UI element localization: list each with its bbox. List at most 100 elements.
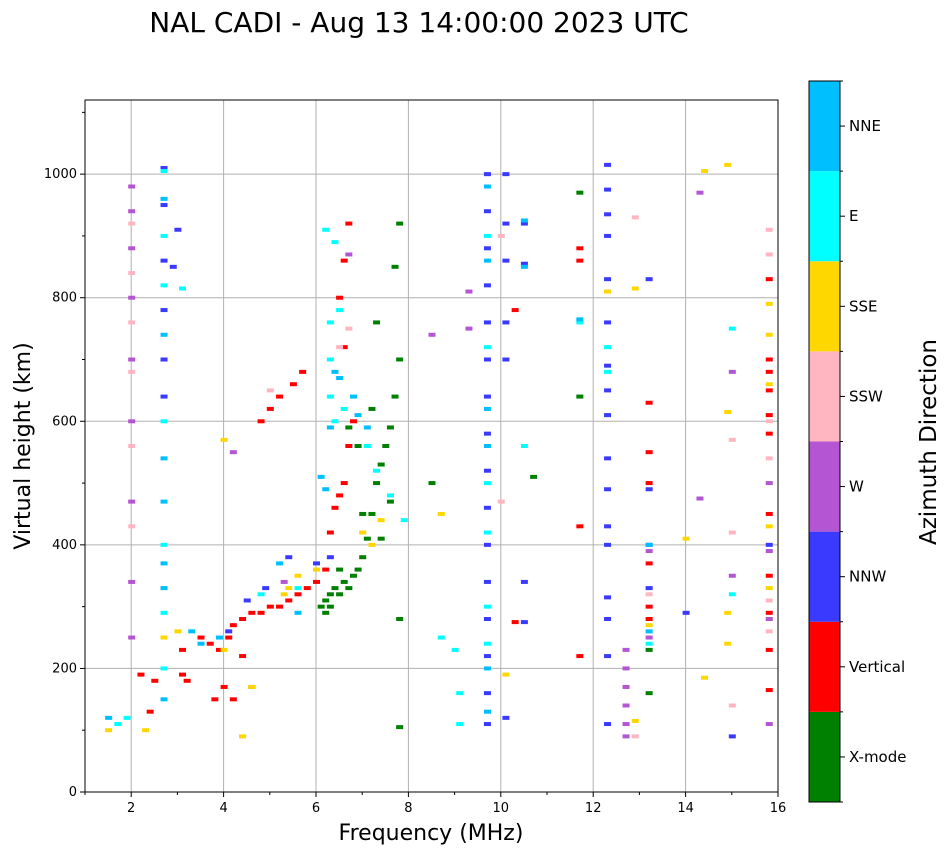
point-vertical (211, 697, 219, 702)
point-nnw (502, 715, 510, 720)
point-nne (483, 709, 491, 714)
point-nne (160, 586, 168, 591)
point-x-mode (391, 264, 399, 269)
point-e (483, 481, 491, 486)
point-w (465, 326, 473, 331)
y-tick-label: 400 (52, 538, 77, 553)
point-x-mode (331, 586, 339, 591)
point-nnw (225, 629, 233, 634)
point-nnw (520, 261, 528, 266)
point-e (160, 233, 168, 238)
x-tick-label: 16 (770, 801, 787, 816)
point-e (483, 530, 491, 535)
y-axis: 0 200 400 600 800 1000 (44, 111, 85, 800)
point-nne (483, 258, 491, 263)
point-w (728, 573, 736, 578)
point-sse (645, 623, 653, 628)
point-vertical (645, 617, 653, 621)
x-axis-label: Frequency (MHz) (339, 821, 524, 846)
point-w (428, 332, 436, 337)
point-e (331, 419, 339, 424)
point-e (456, 691, 464, 696)
point-e (331, 240, 339, 245)
chart-title: NAL CADI - Aug 13 14:00:00 2023 UTC (149, 6, 688, 39)
point-nne (326, 425, 334, 430)
point-vertical (197, 635, 205, 640)
point-nne (215, 635, 223, 640)
point-nnw (604, 233, 612, 238)
point-x-mode (373, 320, 381, 325)
point-vertical (765, 610, 773, 615)
plot-frame (84, 99, 779, 793)
point-vertical (206, 641, 214, 646)
point-e (483, 233, 491, 238)
y-tick-label: 1000 (44, 167, 77, 182)
point-ssw (128, 524, 136, 529)
x-axis: 2 4 6 8 10 12 14 16 (84, 792, 787, 816)
point-vertical (645, 400, 653, 405)
colorbar-swatch-w (809, 441, 840, 532)
point-nne (160, 561, 168, 566)
colorbar-swatch-ssw (809, 351, 840, 442)
point-x-mode (396, 357, 404, 362)
point-e (483, 641, 491, 646)
point-x-mode (349, 573, 357, 578)
point-vertical (336, 295, 344, 300)
point-w (765, 481, 773, 486)
point-nnw (765, 542, 773, 547)
point-vertical (313, 579, 320, 584)
point-ssw (128, 444, 136, 448)
point-x-mode (326, 604, 334, 609)
point-nne (483, 406, 491, 411)
x-tick-label: 10 (493, 801, 510, 816)
point-vertical (303, 586, 311, 591)
point-w (765, 722, 773, 727)
point-w (128, 499, 136, 504)
point-w (128, 635, 136, 640)
point-nnw (502, 258, 510, 263)
point-vertical (765, 573, 773, 578)
point-e (400, 518, 408, 523)
point-e (386, 493, 394, 498)
point-vertical (239, 654, 247, 659)
point-vertical (765, 388, 773, 393)
point-e (160, 542, 168, 547)
point-sse (631, 718, 639, 723)
point-e (160, 666, 168, 671)
point-sse (724, 162, 732, 167)
point-x-mode (645, 691, 653, 696)
point-nne (483, 444, 491, 448)
point-w (622, 647, 630, 652)
point-nnw (483, 357, 491, 362)
point-e (483, 345, 491, 350)
point-vertical (765, 357, 773, 362)
point-e (257, 592, 265, 597)
point-x-mode (377, 536, 385, 541)
point-nnw (483, 722, 491, 727)
colorbar-title: Azimuth Direction (916, 339, 942, 545)
point-nne (363, 425, 371, 430)
point-e (294, 586, 302, 591)
point-nne (520, 264, 528, 269)
point-nnw (728, 734, 736, 739)
point-nnw (502, 320, 510, 325)
point-x-mode (377, 462, 385, 467)
point-vertical (340, 481, 348, 486)
point-nnw (502, 172, 510, 177)
point-w (696, 496, 704, 501)
point-nnw (483, 505, 491, 510)
point-nne (188, 629, 196, 634)
point-vertical (257, 419, 265, 424)
point-vertical (183, 678, 191, 683)
point-sse (248, 684, 256, 689)
x-tick-label: 4 (219, 801, 227, 816)
point-x-mode (396, 221, 404, 226)
point-nnw (483, 468, 491, 473)
point-w (765, 617, 773, 621)
point-x-mode (428, 481, 436, 486)
point-nnw (483, 283, 491, 288)
point-sse (220, 437, 228, 442)
point-nne (336, 376, 344, 381)
point-sse (682, 536, 690, 541)
